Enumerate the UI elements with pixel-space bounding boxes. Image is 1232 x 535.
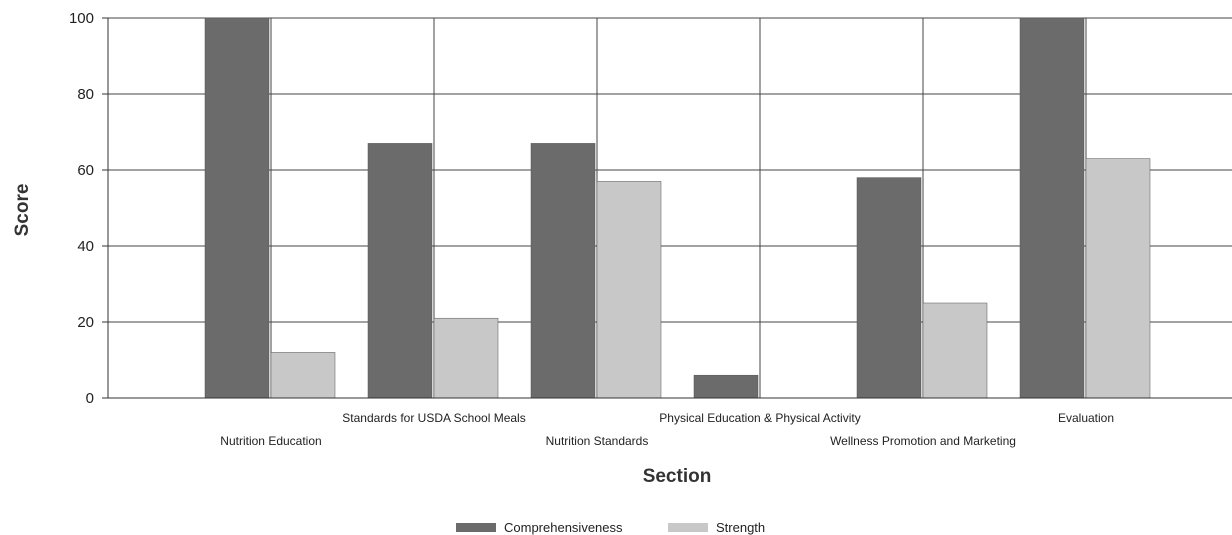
bar-strength (270, 352, 336, 399)
legend-swatch (668, 523, 708, 532)
category-label: Wellness Promotion and Marketing (830, 434, 1016, 448)
legend-label: Comprehensiveness (504, 520, 623, 535)
bar-strength (1085, 158, 1151, 399)
category-label: Standards for USDA School Meals (342, 411, 525, 425)
bar-comprehensiveness (693, 374, 759, 399)
bar-comprehensiveness (204, 17, 270, 399)
y-tick-label: 100 (69, 10, 94, 27)
category-labels: Nutrition Education Standards for USDA Sc… (220, 411, 1114, 448)
legend: Comprehensiveness Strength (456, 520, 765, 535)
bar-comprehensiveness (367, 143, 433, 399)
category-label: Evaluation (1058, 411, 1114, 425)
bar-strength (433, 317, 499, 399)
category-label: Physical Education & Physical Activity (659, 411, 860, 425)
y-tick-label: 20 (77, 314, 94, 331)
y-tick-label: 40 (77, 238, 94, 255)
gridlines (108, 17, 1232, 398)
bar-comprehensiveness (530, 143, 596, 399)
bar-strength (922, 302, 988, 399)
y-tick-label: 0 (86, 390, 94, 407)
y-axis-title: Score (12, 184, 33, 237)
y-tick-labels: 0 20 40 60 80 100 (69, 10, 108, 407)
category-label: Nutrition Education (220, 434, 321, 448)
bar-comprehensiveness (1019, 17, 1085, 399)
legend-label: Strength (716, 520, 765, 535)
bar-strength (596, 181, 662, 399)
legend-swatch (456, 523, 496, 532)
axes (107, 18, 1232, 399)
y-tick-label: 80 (77, 86, 94, 103)
bars (204, 17, 1151, 399)
category-label: Nutrition Standards (546, 434, 649, 448)
x-axis-title: Section (643, 466, 712, 487)
bar-comprehensiveness (856, 177, 922, 399)
y-tick-label: 60 (77, 162, 94, 179)
